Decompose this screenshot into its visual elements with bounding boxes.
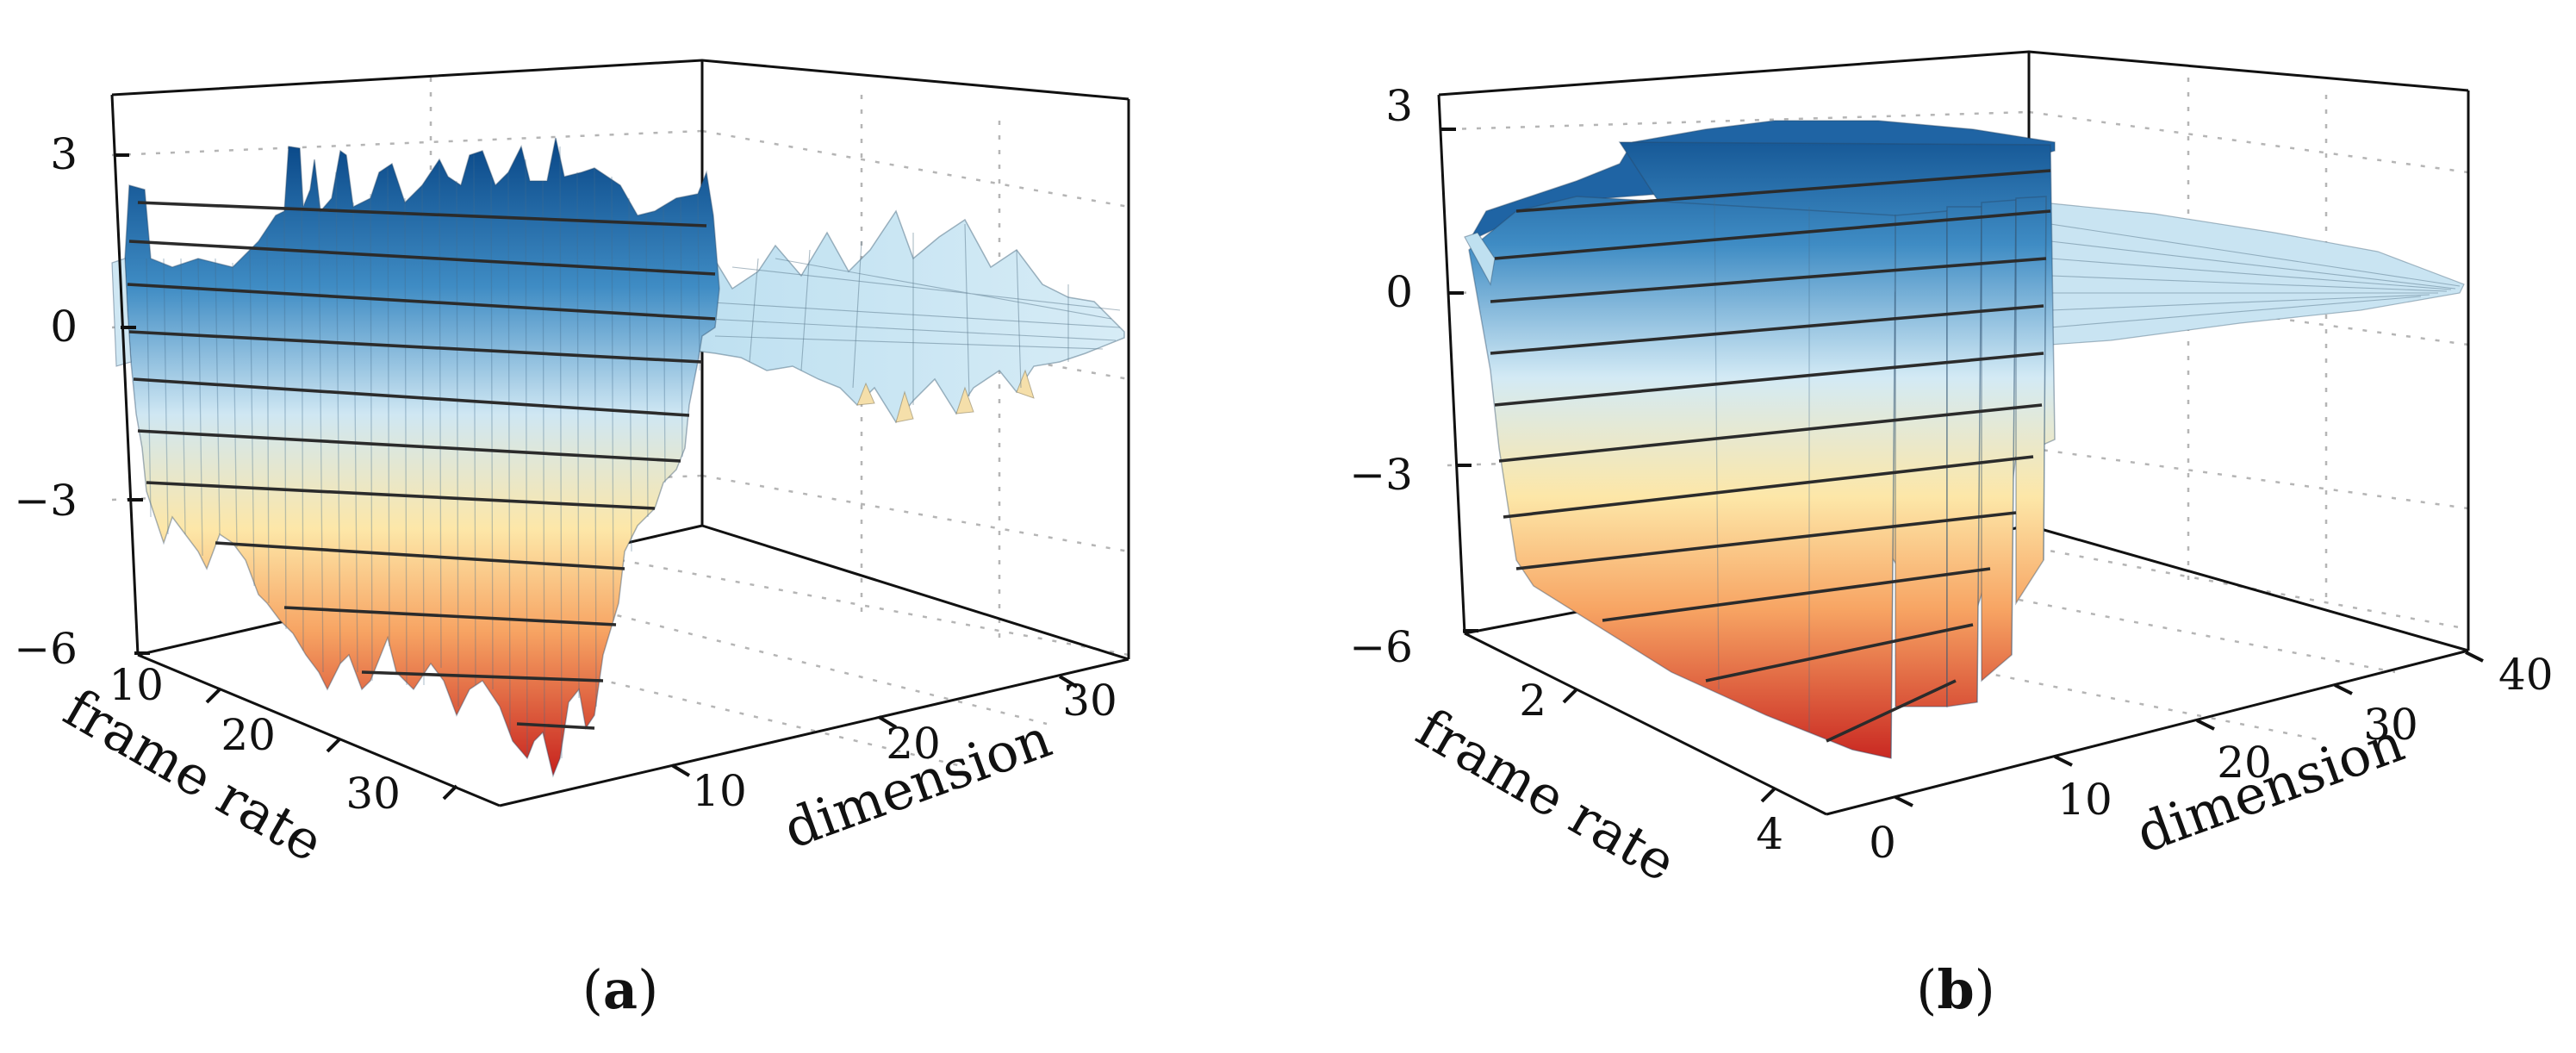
panel-a-z-tick: −3 <box>14 476 78 526</box>
panel-a-z-tick: 3 <box>50 129 78 179</box>
panel-b-ylabel: dimension <box>2128 711 2411 865</box>
panel-a-y-ticklabels: 10 20 30 <box>692 676 1117 816</box>
panel-b-y-tick: 0 <box>1869 818 1896 868</box>
panel-b-z-ticklabels: 3 0 −3 −6 <box>1349 81 1413 672</box>
panel-a-xlabel: frame rate <box>54 676 334 875</box>
panel-b-flat-surface <box>2041 202 2465 346</box>
panel-b-xlabel: frame rate <box>1407 696 1687 894</box>
panel-b-z-tick: 0 <box>1385 267 1413 317</box>
panel-b-x-tick: 4 <box>1756 809 1783 859</box>
panel-b-front-axes <box>1437 94 2469 816</box>
panel-b-z-tick: 3 <box>1385 81 1413 131</box>
panel-a-y-tick: 10 <box>692 766 747 816</box>
panel-b-flat-wires <box>2050 223 2461 328</box>
panel-a-x-tick: 20 <box>221 710 276 760</box>
panel-b-y-ticklabels: 0 10 20 30 40 <box>1869 650 2554 868</box>
panel-a-contours <box>127 201 716 730</box>
panel-b-z-tick: −3 <box>1349 450 1413 500</box>
panel-b-y-tick: 30 <box>2363 700 2418 750</box>
panel-a-z-ticklabels: 3 0 −3 −6 <box>14 129 78 674</box>
panel-b-x-ticklabels: 2 4 <box>1519 676 1783 859</box>
panel-b-slab-edges <box>1714 196 2047 759</box>
panel-b-y-tick: 40 <box>2498 650 2554 700</box>
panel-b-contours <box>1490 169 2051 743</box>
panel-b-z-tick: −6 <box>1349 622 1413 672</box>
panel-a-y-tick: 20 <box>886 719 941 769</box>
panel-b-slabs <box>1464 141 2056 759</box>
panel-a-z-tick: 0 <box>50 302 78 352</box>
panel-a-noise-wires <box>697 223 1121 405</box>
panel-a-caption: (a) <box>582 958 659 1021</box>
panel-a-x-ticklabels: 10 20 30 <box>109 660 401 819</box>
panel-b-y-tick: 10 <box>2057 775 2112 825</box>
panel-b-caption: (b) <box>1916 958 1995 1021</box>
panel-b-y-tick: 20 <box>2217 738 2272 788</box>
panel-a-y-tick: 30 <box>1062 676 1117 726</box>
panel-a-x-tick: 10 <box>109 660 164 710</box>
panel-a-main-surface <box>111 137 720 778</box>
panel-a-x-tick: 30 <box>345 769 401 819</box>
panel-a: 3 0 −3 −6 10 20 30 10 20 30 frame rate d… <box>14 59 1130 1021</box>
panel-b-x-tick: 2 <box>1519 676 1546 726</box>
panel-a-front-axes <box>110 94 1129 807</box>
panel-a-noise-surface <box>653 209 1125 424</box>
panel-a-tickmarks <box>114 153 1079 801</box>
panel-b-tickmarks <box>1440 128 2484 807</box>
panel-a-surface-wires <box>146 146 700 759</box>
panel-a-z-tick: −6 <box>14 624 78 674</box>
panel-b: 3 0 −3 −6 2 4 0 10 20 30 40 frame rate d… <box>1349 50 2554 1021</box>
